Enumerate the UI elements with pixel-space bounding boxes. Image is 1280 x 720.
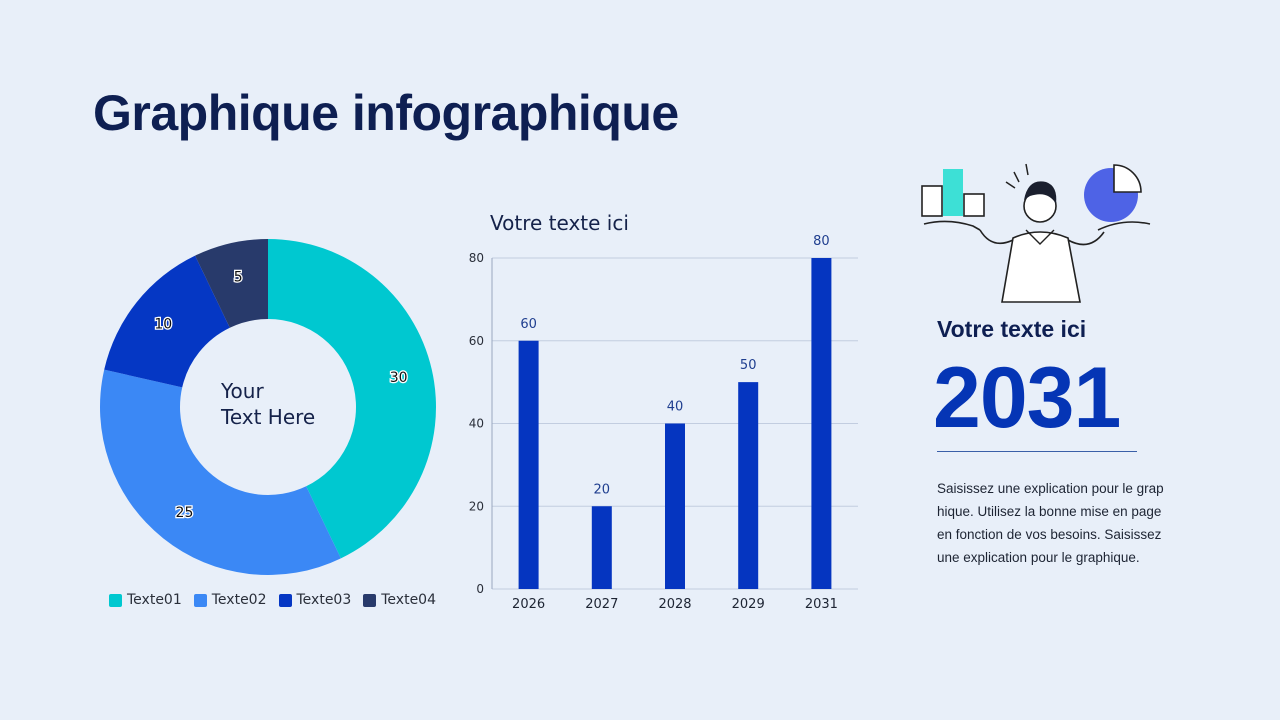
donut-value-label: 10	[154, 316, 172, 332]
bar-2031	[811, 258, 832, 589]
legend-label: Texte02	[211, 592, 267, 608]
legend-item-texte03: Texte03	[278, 592, 352, 608]
donut-center-line2: Text Here	[221, 405, 316, 429]
legend-item-texte02: Texte02	[193, 592, 267, 608]
donut-slice-texte02	[99, 369, 341, 575]
legend-swatch	[363, 593, 377, 607]
legend-swatch	[109, 593, 122, 607]
x-tick-label: 2028	[658, 597, 691, 612]
legend-item-texte04: Texte04	[363, 592, 436, 608]
bar-2028	[665, 423, 685, 589]
donut-slice-texte03	[104, 255, 230, 388]
legend-label: Texte03	[296, 592, 352, 608]
bar-value-label: 40	[667, 400, 684, 415]
x-tick-label: 2026	[512, 597, 545, 612]
person-holding-charts-illustration	[921, 163, 1151, 303]
x-tick-label: 2029	[732, 597, 765, 612]
donut-center-text: Your Text Here	[221, 378, 341, 430]
bar-chart: 0 20 40 60 80 60 2026 20 2027 40 2028 50 2029 80 2031	[469, 234, 858, 612]
page-title: Graphique infographique	[93, 85, 679, 141]
bar-value-label: 50	[740, 358, 757, 373]
legend-swatch	[278, 593, 292, 607]
legend-label: Texte04	[381, 592, 436, 608]
donut-value-label: 30	[390, 370, 408, 386]
description-text: Saisissez une explication pour le graphi…	[937, 481, 1164, 565]
highlight-year: 2031	[933, 350, 1121, 446]
donut-slice-texte04	[195, 239, 268, 328]
divider-line	[937, 451, 1137, 452]
bar-2026	[518, 340, 539, 589]
bar-chart-title: Votre texte ici	[490, 211, 629, 235]
right-subtitle: Votre texte ici	[937, 316, 1087, 342]
y-tick-label: 80	[469, 251, 484, 265]
donut-slice-texte01	[268, 239, 436, 559]
donut-chart: 30 25 10 5	[99, 239, 436, 575]
donut-value-label: 25	[176, 505, 194, 521]
x-tick-label: 2031	[805, 597, 838, 612]
donut-value-label: 5	[234, 269, 243, 285]
donut-center-line1: Your	[221, 379, 264, 403]
bar-2027	[591, 506, 612, 589]
bar-value-label: 60	[520, 317, 537, 332]
y-tick-label: 20	[469, 499, 484, 513]
x-tick-label: 2027	[585, 597, 618, 612]
bar-value-label: 80	[813, 234, 830, 249]
legend-swatch	[193, 593, 207, 607]
y-tick-label: 60	[469, 334, 484, 348]
y-tick-label: 0	[476, 582, 484, 596]
legend-item-texte01: Texte01	[109, 592, 182, 608]
bar-value-label: 20	[594, 482, 611, 497]
bar-2029	[738, 382, 759, 589]
legend-label: Texte01	[127, 592, 182, 608]
donut-legend: Texte01 Texte02 Texte03 Texte04	[109, 592, 436, 608]
y-tick-label: 40	[469, 417, 484, 431]
